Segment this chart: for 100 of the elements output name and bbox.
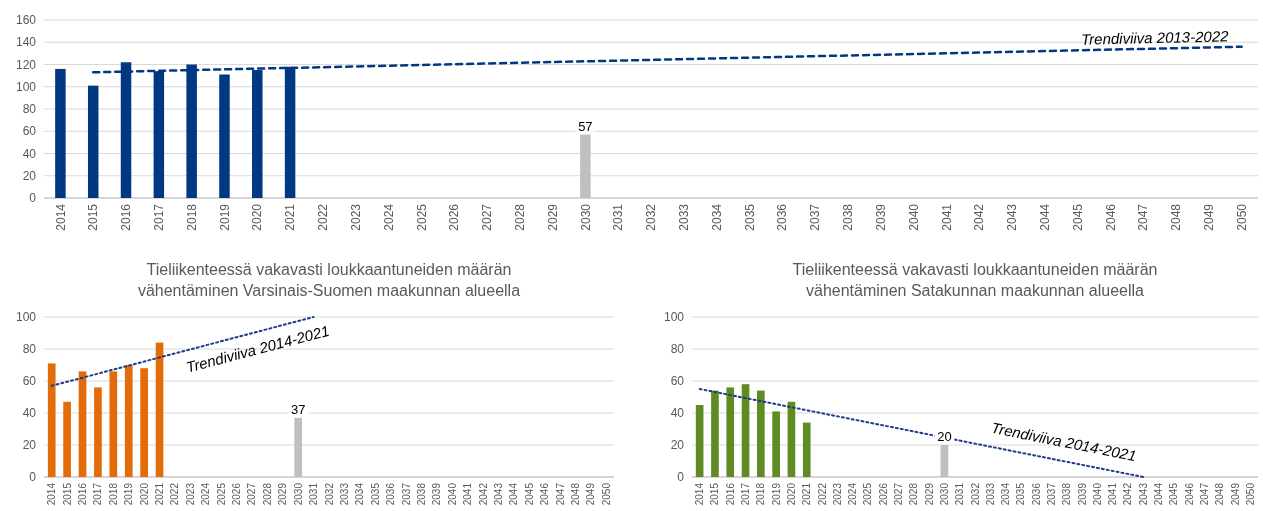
x-tick-label: 2047	[1198, 482, 1210, 506]
x-tick-label: 2044	[1037, 203, 1052, 231]
x-tick-label: 2027	[480, 203, 495, 231]
bar	[140, 368, 148, 477]
x-tick-label: 2048	[1169, 203, 1184, 231]
x-tick-label: 2037	[1045, 482, 1057, 506]
x-tick-label: 2017	[152, 203, 167, 231]
x-tick-label: 2024	[381, 203, 396, 231]
x-tick-label: 2040	[1091, 482, 1103, 506]
bar	[63, 401, 71, 477]
annotation: Trendiviiva 2014-2021	[990, 418, 1138, 465]
x-tick-label: 2016	[77, 482, 89, 506]
x-tick-label: 2042	[477, 482, 489, 506]
x-tick-label: 2034	[709, 203, 724, 231]
x-tick-label: 2029	[277, 482, 289, 506]
y-tick-label: 140	[15, 35, 37, 50]
data-label: 20	[937, 429, 952, 444]
x-tick-label: 2035	[369, 482, 381, 506]
x-tick-label: 2032	[323, 482, 335, 506]
x-tick-label: 2021	[801, 482, 813, 506]
bar	[802, 422, 811, 477]
x-tick-label: 2036	[775, 203, 790, 231]
x-tick-label: 2044	[1153, 482, 1165, 506]
x-tick-label: 2024	[200, 482, 212, 506]
x-tick-label: 2025	[414, 203, 429, 231]
x-tick-label: 2015	[86, 203, 101, 231]
bar	[124, 365, 133, 477]
x-tick-label: 2034	[354, 482, 366, 506]
x-tick-label: 2030	[578, 203, 593, 231]
x-tick-label: 2039	[1076, 482, 1088, 506]
y-tick-label: 160	[15, 13, 37, 28]
x-tick-label: 2020	[138, 482, 150, 506]
x-tick-label: 2023	[831, 482, 843, 506]
x-tick-label: 2029	[923, 482, 935, 506]
x-tick-label: 2043	[492, 482, 504, 506]
x-tick-label: 2020	[250, 203, 265, 231]
bar	[47, 363, 56, 477]
x-tick-label: 2043	[1137, 482, 1149, 506]
data-label: 57	[578, 118, 593, 134]
x-tick-label: 2047	[1136, 203, 1151, 231]
x-tick-label: 2030	[292, 482, 304, 506]
x-tick-label: 2050	[1234, 203, 1249, 231]
x-tick-label: 2017	[740, 482, 752, 506]
bar	[695, 405, 704, 477]
x-tick-label: 2027	[893, 482, 905, 506]
bar	[741, 384, 750, 477]
chart-title: Tieliikenteessä vakavasti loukkaantuneiden määrän vähentäminen Varsinais-Suomen maakunnan alueella	[137, 261, 521, 299]
x-tick-label: 2032	[969, 482, 981, 506]
y-tick-label: 60	[22, 374, 37, 389]
x-tick-label: 2046	[539, 482, 551, 506]
x-tick-label: 2031	[308, 482, 320, 506]
x-tick-label: 2044	[508, 482, 520, 506]
x-tick-label: 2032	[644, 203, 659, 231]
x-tick-label: 2031	[611, 203, 626, 231]
x-tick-label: 2048	[569, 482, 581, 506]
y-tick-label: 0	[29, 470, 37, 485]
x-tick-label: 2040	[906, 203, 921, 231]
chart-title: Tieliikenteessä vakavasti loukkaantuneiden määrän vähentäminen Satakunnan maakunnan alueella	[792, 261, 1158, 299]
x-tick-label: 2021	[283, 203, 298, 231]
x-tick-label: 2042	[1122, 482, 1134, 506]
bar	[757, 390, 765, 477]
x-tick-label: 2047	[554, 482, 566, 506]
x-tick-label: 2015	[709, 482, 721, 506]
x-tick-label: 2038	[415, 482, 427, 506]
x-tick-label: 2016	[724, 482, 736, 506]
x-tick-label: 2027	[246, 482, 258, 506]
x-tick-label: 2025	[862, 482, 874, 506]
y-tick-label: 100	[663, 310, 685, 325]
x-tick-label: 2037	[808, 203, 823, 231]
x-tick-label: 2038	[1061, 482, 1073, 506]
x-tick-label: 2026	[231, 482, 243, 506]
x-tick-label: 2046	[1183, 482, 1195, 506]
y-tick-label: 120	[15, 57, 37, 72]
bar	[87, 85, 99, 198]
x-tick-label: 2039	[873, 203, 888, 231]
bar	[219, 74, 230, 198]
x-tick-label: 2041	[939, 203, 954, 231]
x-tick-label: 2015	[61, 482, 73, 506]
x-tick-label: 2046	[1103, 203, 1118, 231]
y-tick-label: 60	[22, 124, 37, 139]
x-tick-label: 2045	[523, 482, 535, 506]
x-tick-label: 2028	[261, 482, 273, 506]
x-tick-label: 2049	[1229, 482, 1241, 506]
x-tick-label: 2022	[816, 482, 828, 506]
bar	[726, 387, 735, 477]
x-tick-label: 2049	[585, 482, 597, 506]
x-tick-label: 2019	[770, 482, 782, 506]
x-tick-label: 2040	[446, 482, 458, 506]
bar	[711, 390, 719, 477]
y-tick-label: 0	[677, 470, 685, 485]
x-tick-label: 2014	[694, 482, 706, 506]
x-tick-label: 2028	[512, 203, 527, 231]
y-tick-label: 40	[22, 406, 37, 421]
y-tick-label: 80	[22, 102, 37, 117]
x-tick-label: 2022	[169, 482, 181, 506]
y-tick-label: 0	[29, 191, 37, 206]
x-tick-label: 2018	[184, 203, 199, 231]
bar	[55, 68, 66, 198]
y-tick-label: 20	[22, 168, 37, 183]
x-tick-label: 2033	[984, 482, 996, 506]
